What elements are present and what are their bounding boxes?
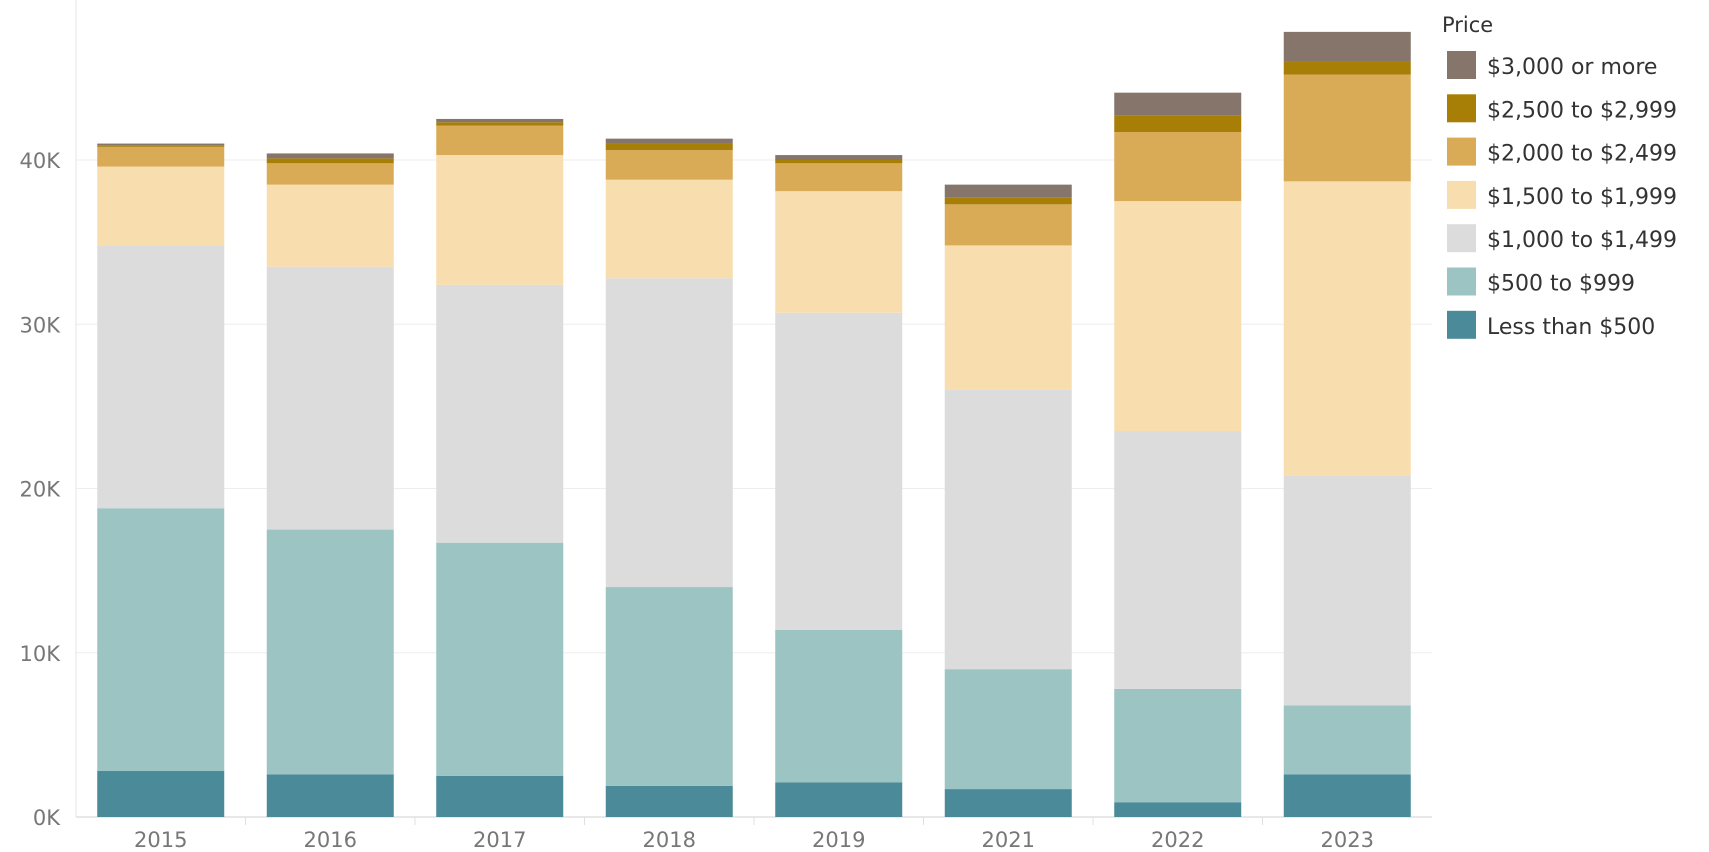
y-tick-label: 40K — [20, 149, 62, 173]
legend: Price $3,000 or more $2,500 to $2,999 $2,0… — [1442, 13, 1677, 340]
bar-segment — [436, 118, 564, 123]
y-tick-label: 30K — [20, 313, 62, 337]
bar-segment — [266, 529, 394, 775]
bar-segment — [1114, 132, 1242, 202]
bar-segment — [97, 146, 225, 167]
bar-stack-2021 — [944, 184, 1072, 817]
legend-swatch — [1447, 180, 1476, 209]
x-tick-label: 2023 — [1321, 828, 1374, 852]
bar-segment — [944, 184, 1072, 198]
bar-segment — [1114, 115, 1242, 133]
bar-stack-2022 — [1114, 92, 1242, 817]
y-tick-label: 0K — [33, 806, 61, 830]
legend-swatch — [1447, 310, 1476, 339]
bar-segment — [605, 785, 733, 817]
bar-stack-2015 — [97, 143, 225, 817]
bar-segment — [97, 508, 225, 772]
legend-entry: $3,000 or more — [1487, 55, 1657, 80]
bar-segment — [266, 163, 394, 185]
x-tick-label: 2017 — [473, 828, 526, 852]
legend-swatch — [1447, 94, 1476, 123]
bar-stack-2023 — [1283, 31, 1411, 817]
bar-segment — [944, 197, 1072, 205]
bar-segment — [605, 587, 733, 786]
bar-segment — [605, 143, 733, 151]
legend-entry: $500 to $999 — [1487, 272, 1635, 297]
bar-segment — [775, 312, 903, 630]
bar-stack-2019 — [775, 155, 903, 817]
bar-segment — [775, 191, 903, 313]
bar-segment — [97, 771, 225, 817]
x-axis-ticks: 2015 2016 2017 2018 2019 2021 2022 2023 — [134, 817, 1374, 852]
bar-segment — [266, 153, 394, 159]
x-tick-label: 2021 — [982, 828, 1035, 852]
x-tick-label: 2015 — [134, 828, 187, 852]
bar-segment — [436, 155, 564, 285]
bar-segment — [1283, 61, 1411, 75]
bar-segment — [605, 278, 733, 588]
legend-entry: $1,000 to $1,499 — [1487, 228, 1677, 253]
bar-segment — [436, 284, 564, 543]
bar-segment — [1114, 802, 1242, 817]
legend-swatch — [1447, 51, 1476, 79]
legend-entry: $2,000 to $2,499 — [1487, 142, 1677, 167]
bar-segment — [605, 179, 733, 279]
bar-segment — [266, 774, 394, 817]
bar-segment — [944, 669, 1072, 790]
bar-segment — [944, 389, 1072, 670]
y-tick-label: 20K — [20, 478, 62, 502]
x-tick-label: 2022 — [1151, 828, 1204, 852]
x-tick-label: 2019 — [812, 828, 865, 852]
x-tick-label: 2016 — [304, 828, 357, 852]
legend-swatch — [1447, 224, 1476, 253]
bar-segment — [605, 150, 733, 180]
bar-segment — [605, 138, 733, 144]
y-tick-label: 10K — [20, 642, 62, 666]
bar-segment — [266, 158, 394, 164]
bar-segment — [97, 166, 225, 246]
bar-segment — [944, 789, 1072, 817]
legend-title: Price — [1442, 13, 1493, 37]
legend-entry: Less than $500 — [1487, 315, 1655, 340]
bar-stack-2018 — [605, 138, 733, 817]
bar-segment — [97, 143, 225, 146]
bar-segment — [1114, 201, 1242, 432]
bar-stack-2016 — [266, 153, 394, 817]
bar-segment — [1114, 431, 1242, 689]
bar-segment — [436, 122, 564, 126]
bar-segment — [944, 245, 1072, 390]
bar-segment — [1283, 774, 1411, 817]
bar-segment — [97, 245, 225, 509]
bar-segment — [97, 145, 225, 147]
bar-segment — [1283, 74, 1411, 182]
bars — [97, 31, 1411, 817]
bar-segment — [436, 542, 564, 776]
legend-entry: $2,500 to $2,999 — [1487, 98, 1677, 123]
bar-segment — [436, 775, 564, 817]
bar-segment — [266, 184, 394, 267]
legend-entry: $1,500 to $1,999 — [1487, 185, 1677, 210]
bar-segment — [1283, 705, 1411, 775]
bar-segment — [266, 266, 394, 530]
legend-swatch — [1447, 267, 1476, 296]
bar-segment — [944, 204, 1072, 246]
bar-segment — [1114, 92, 1242, 116]
bar-segment — [1114, 688, 1242, 803]
bar-segment — [775, 782, 903, 817]
bar-segment — [775, 163, 903, 192]
y-axis-ticks: 0K 10K 20K 30K 40K — [20, 149, 62, 830]
bar-stack-2017 — [436, 118, 564, 817]
bar-segment — [775, 160, 903, 164]
bar-segment — [1283, 181, 1411, 476]
bar-segment — [1283, 31, 1411, 62]
x-tick-label: 2018 — [643, 828, 696, 852]
bar-segment — [1283, 475, 1411, 706]
bar-segment — [436, 125, 564, 156]
legend-swatch — [1447, 137, 1476, 166]
bar-segment — [775, 629, 903, 783]
bar-segment — [775, 155, 903, 160]
